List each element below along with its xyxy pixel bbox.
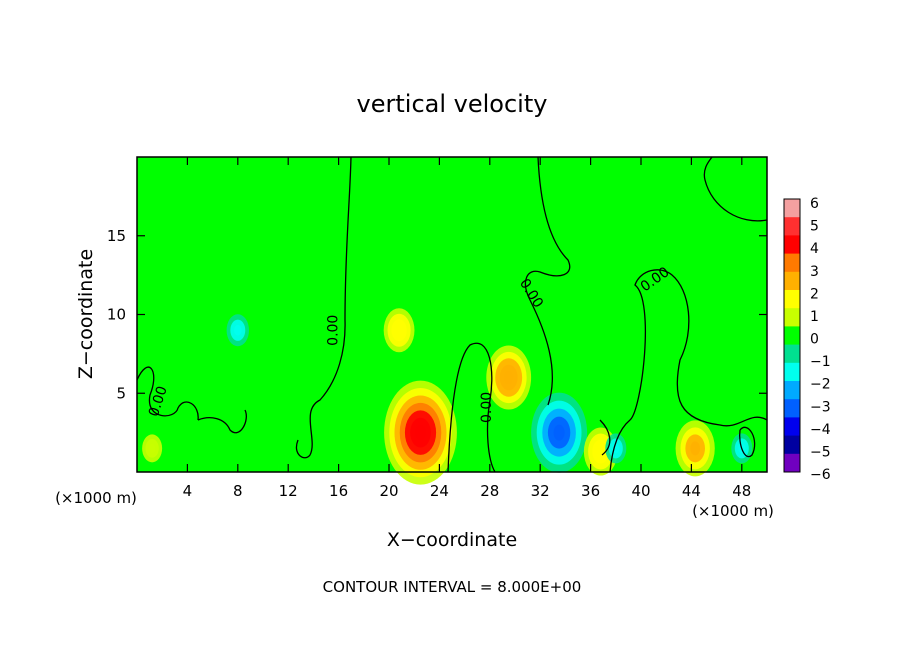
x-tick-label: 12 <box>279 482 298 500</box>
zero-contour-line <box>599 419 611 456</box>
contour-label: 0.00 <box>325 315 341 346</box>
x-unit-right: (×1000 m) <box>692 502 774 520</box>
colorbar-tick-label: −1 <box>810 354 831 370</box>
chart-title: vertical velocity <box>357 90 548 118</box>
velocity-feature <box>596 445 605 458</box>
x-tick-label: 40 <box>631 482 650 500</box>
colorbar-tick-label: −2 <box>810 377 831 393</box>
colorbar-swatch <box>784 453 800 473</box>
x-tick-label: 8 <box>233 482 243 500</box>
colorbar-tick-label: −6 <box>810 467 831 483</box>
colorbar-swatch <box>784 417 800 437</box>
zero-contour-line <box>295 156 352 459</box>
velocity-feature <box>148 443 156 454</box>
contour-label: 0.00 <box>479 392 495 423</box>
colorbar-swatch <box>784 399 800 418</box>
colorbar-tick-label: −4 <box>810 422 831 438</box>
colorbar-tick-label: 3 <box>810 264 819 280</box>
colorbar-tick-label: −3 <box>810 399 831 415</box>
zero-contours <box>136 156 768 473</box>
colorbar-swatch <box>784 308 800 327</box>
zero-contour-line <box>609 269 768 473</box>
x-axis-label: X−coordinate <box>387 529 517 551</box>
x-tick-label: 28 <box>480 482 499 500</box>
colorbar-swatch <box>784 217 800 236</box>
velocity-feature <box>690 441 701 456</box>
colorbar-swatch <box>784 344 800 364</box>
colorbar-tick-label: 1 <box>810 309 819 325</box>
colorbar-tick-label: 6 <box>810 196 819 212</box>
colorbar-tick-label: 0 <box>810 332 819 348</box>
x-tick-label: 16 <box>329 482 348 500</box>
colorbar-swatch <box>784 235 800 255</box>
y-tick-label: 10 <box>107 306 126 324</box>
x-tick-label: 24 <box>430 482 449 500</box>
x-tick-label: 4 <box>183 482 193 500</box>
colorbar-swatch <box>784 199 800 218</box>
colorbar-swatch <box>784 381 800 400</box>
colorbar: 6 5 4 3 2 1 0 −1 −2 −3 −4 −5 −6 <box>783 196 831 483</box>
zero-contour-line <box>703 156 768 222</box>
x-unit-left: (×1000 m) <box>55 489 137 507</box>
colorbar-tick-label: 4 <box>810 241 819 257</box>
velocity-feature <box>504 371 514 384</box>
zero-contour-line <box>136 366 199 421</box>
colorbar-tick-label: 2 <box>810 286 819 302</box>
zero-contour-line <box>524 156 571 406</box>
x-tick-label: 36 <box>581 482 600 500</box>
velocity-feature <box>395 324 403 336</box>
x-tick-label: 44 <box>682 482 701 500</box>
velocity-feature <box>234 324 242 336</box>
x-tick-label: 20 <box>379 482 398 500</box>
colorbar-tick-label: 5 <box>810 219 819 235</box>
zero-contour-line <box>739 426 756 458</box>
colorbar-swatch <box>784 271 800 291</box>
y-tick-label: 15 <box>107 227 126 245</box>
colorbar-swatch <box>784 362 800 382</box>
x-tick-label: 48 <box>732 482 751 500</box>
colorbar-swatch <box>784 290 800 309</box>
velocity-feature <box>553 424 565 441</box>
zero-contour-line <box>197 409 247 434</box>
colorbar-swatch <box>784 253 800 273</box>
velocity-feature <box>415 425 426 441</box>
plot-area: 0.000.00 0.000.00 0.00 <box>136 156 768 485</box>
zero-contour-line <box>447 342 496 473</box>
colorbar-tick-label: −5 <box>810 444 831 460</box>
y-axis-label: Z−coordinate <box>75 249 97 379</box>
contour-interval-note: CONTOUR INTERVAL = 8.000E+00 <box>323 578 582 596</box>
x-tick-label: 32 <box>531 482 550 500</box>
colorbar-swatch <box>784 435 800 455</box>
colorbar-swatch <box>784 326 800 346</box>
y-tick-label: 5 <box>116 384 126 402</box>
colorbar-frame <box>783 198 801 473</box>
